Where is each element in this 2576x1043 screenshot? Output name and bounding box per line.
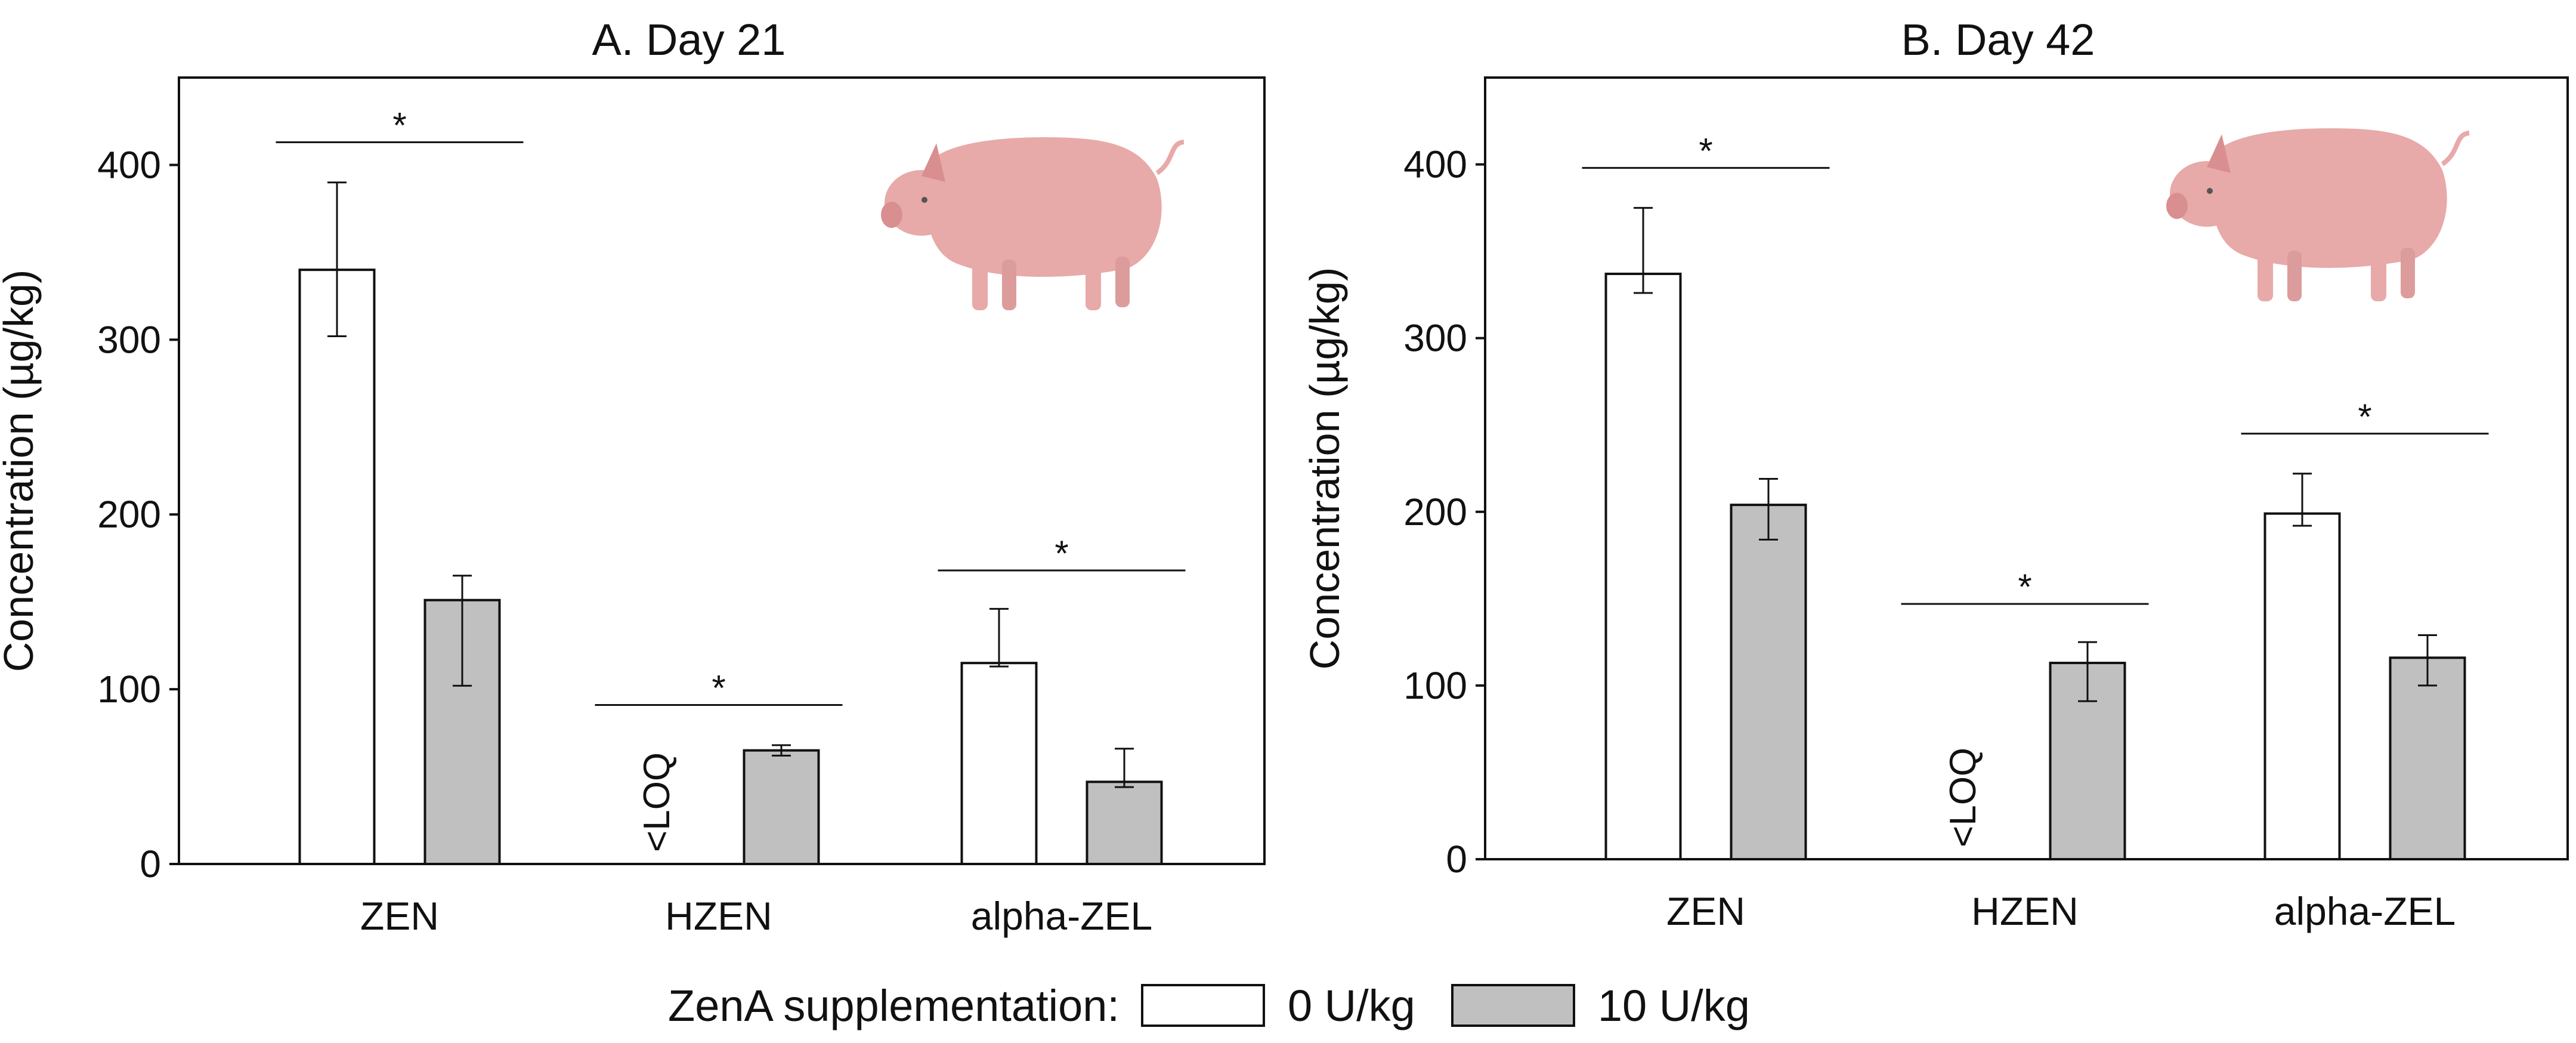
legend-swatch-control — [1140, 984, 1265, 1027]
bar-treatment — [1086, 780, 1163, 865]
y-tick-label: 400 — [1403, 143, 1467, 186]
pig-tail — [2441, 131, 2470, 166]
bar-treatment — [743, 749, 820, 865]
legend-swatch-treatment — [1451, 984, 1575, 1027]
pig-snout — [2166, 193, 2188, 219]
bar-control — [2263, 512, 2341, 860]
bar-control — [1604, 272, 1682, 860]
x-tick-label: alpha-ZEL — [971, 894, 1153, 938]
pig-eye — [2207, 188, 2213, 194]
bar-control — [960, 662, 1038, 865]
below-loq-label: <LOQ — [1943, 748, 1984, 847]
pig-snout — [881, 202, 902, 228]
x-tick-label: ZEN — [360, 894, 439, 938]
pig-ear — [921, 143, 945, 182]
chart-panel-a: A. Day 21 Concentration (µg/kg) 0 100 200 300… — [0, 15, 1266, 938]
chart-panel-b: B. Day 42 Concentration (µg/kg) 0 100 200 300… — [1301, 15, 2569, 933]
y-tick-label: 100 — [1403, 664, 1467, 707]
pig-head — [885, 170, 958, 236]
bar-treatment — [2389, 656, 2466, 861]
significance-star: * — [392, 105, 406, 145]
pig-leg-front — [2258, 254, 2273, 301]
y-tick-label: 200 — [97, 493, 161, 536]
pig-leg-hind-back — [1115, 257, 1130, 307]
y-tick-label: 0 — [1446, 838, 1467, 881]
legend-label-treatment: 10 U/kg — [1597, 980, 1750, 1030]
y-tick-label: 400 — [97, 143, 161, 186]
pig-leg-front-back — [1002, 260, 1016, 310]
legend: ZenA supplementation: 0 U/kg 10 U/kg — [668, 979, 1786, 1032]
pig-eye — [921, 197, 927, 203]
pig-leg-hind — [1086, 263, 1101, 310]
bar-control — [298, 269, 376, 865]
y-tick-label: 0 — [140, 843, 161, 885]
plot-frame — [1484, 76, 2569, 860]
pig-leg-hind-back — [2401, 248, 2415, 298]
pig-illustration — [881, 137, 1185, 310]
x-tick-label: ZEN — [1666, 889, 1745, 933]
pig-tail — [1155, 140, 1185, 175]
y-tick-label: 200 — [1403, 490, 1467, 533]
x-tick-label: alpha-ZEL — [2274, 889, 2456, 933]
chart-title: B. Day 42 — [1901, 15, 2095, 64]
significance-star: * — [1699, 131, 1712, 171]
legend-label-control: 0 U/kg — [1287, 980, 1415, 1030]
pig-leg-front-back — [2287, 251, 2302, 301]
y-tick-label: 300 — [97, 318, 161, 361]
significance-star: * — [2018, 567, 2031, 607]
pig-head — [2170, 161, 2244, 227]
significance-star: * — [2358, 397, 2371, 437]
x-tick-label: HZEN — [665, 894, 772, 938]
below-loq-label: <LOQ — [636, 752, 678, 852]
y-axis-label: Concentration (µg/kg) — [0, 270, 42, 672]
legend-title: ZenA supplementation: — [668, 980, 1120, 1030]
significance-star: * — [1054, 533, 1068, 573]
pig-body — [923, 137, 1162, 277]
y-tick-label: 300 — [1403, 317, 1467, 360]
pig-leg-hind — [2371, 254, 2386, 301]
plot-frame — [178, 76, 1266, 865]
chart-title: A. Day 21 — [592, 15, 786, 64]
x-tick-label: HZEN — [1971, 889, 2079, 933]
pig-leg-front — [972, 263, 988, 310]
pig-body — [2208, 128, 2447, 268]
pig-illustration — [2166, 128, 2470, 301]
bar-treatment — [1730, 504, 1807, 860]
significance-star: * — [712, 668, 725, 708]
y-tick-label: 100 — [97, 668, 161, 711]
pig-ear — [2207, 134, 2231, 173]
y-axis-label: Concentration (µg/kg) — [1301, 267, 1348, 670]
